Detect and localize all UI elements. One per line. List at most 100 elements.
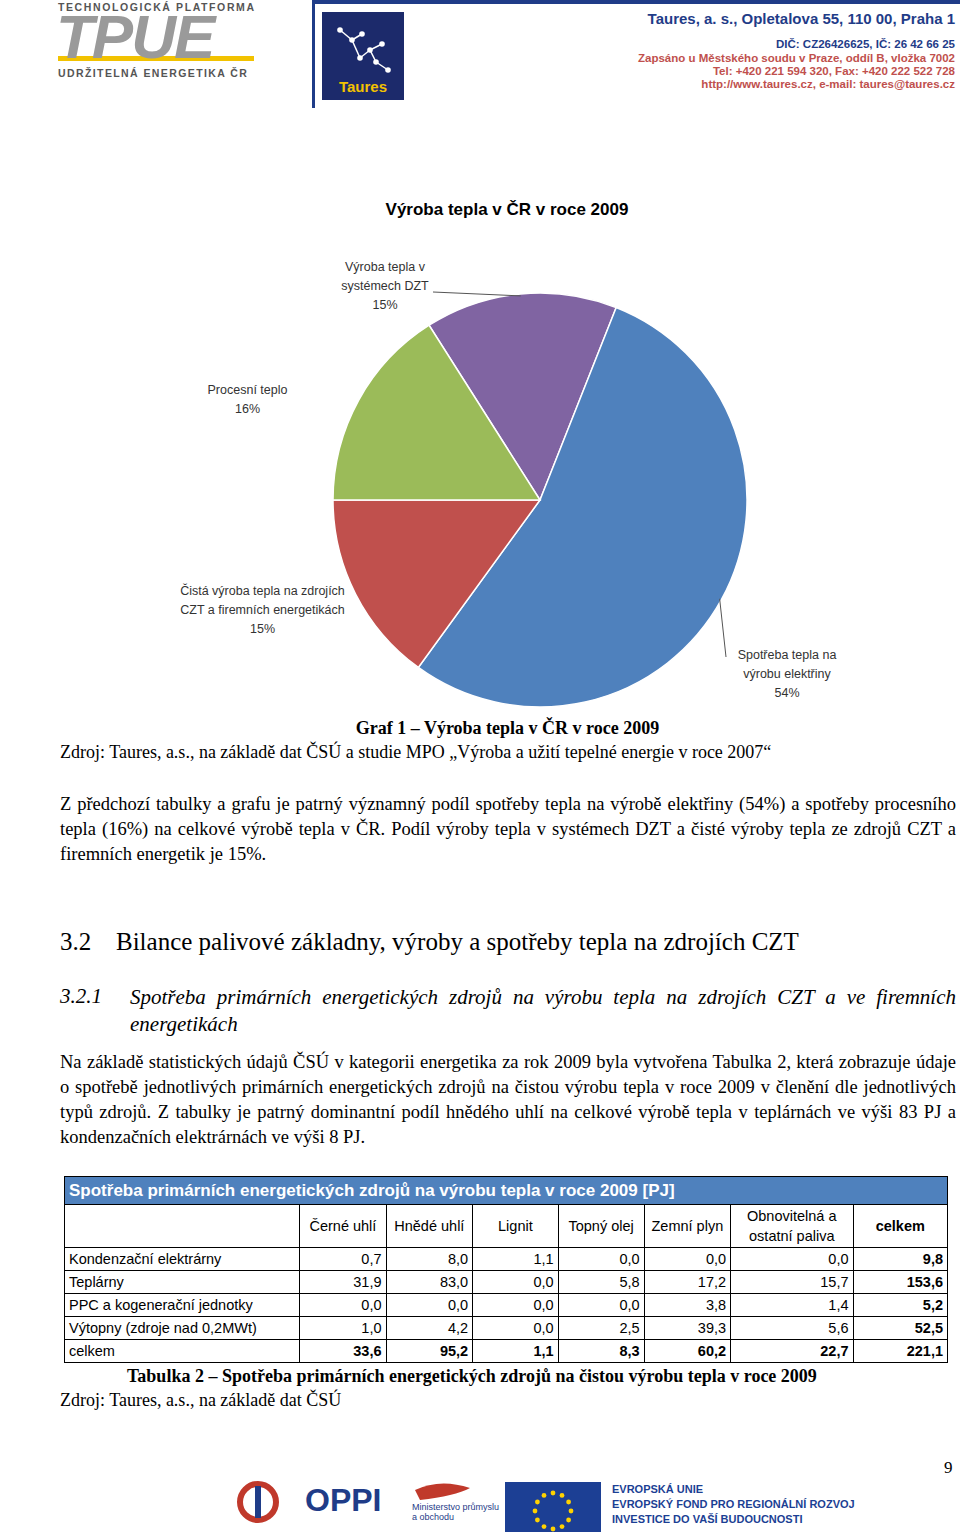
eu-star: [535, 1518, 540, 1523]
ministry-text: Ministerstvo průmyslu a obchodu: [412, 1502, 504, 1522]
table-cell: 8,0: [386, 1248, 473, 1271]
page: TECHNOLOGICKÁ PLATFORMATPUEUDRŽITELNÁ EN…: [0, 0, 960, 1532]
pie-label: Čistá výroba tepla na zdrojích CZT a fir…: [180, 582, 345, 639]
data-table: Spotřeba primárních energetických zdrojů…: [64, 1176, 948, 1363]
eu-text: INVESTICE DO VAŠÍ BUDOUCNOSTI: [612, 1513, 802, 1525]
table-cell: 0,0: [558, 1294, 644, 1317]
table-cell: 1,0: [300, 1317, 386, 1340]
table-cell: 0,0: [473, 1317, 558, 1340]
table-row: Teplárny31,983,00,05,817,215,7153,6: [65, 1271, 948, 1294]
table-column-header: Hnědé uhlí: [386, 1205, 473, 1248]
table-cell: 31,9: [300, 1271, 386, 1294]
eu-star: [551, 1527, 556, 1532]
table-cell: 95,2: [386, 1340, 473, 1363]
table-row: Výtopny (zdroje nad 0,2MWt)1,04,20,02,53…: [65, 1317, 948, 1340]
company-line: Taures, a. s., Opletalova 55, 110 00, Pr…: [648, 10, 955, 27]
constellation-star: [385, 67, 391, 73]
table-cell: 2,5: [558, 1317, 644, 1340]
eu-text: EVROPSKÝ FOND PRO REGIONÁLNÍ ROZVOJ: [612, 1498, 855, 1510]
eu-star: [535, 1500, 540, 1505]
table-cell: 0,0: [731, 1248, 853, 1271]
eu-star: [566, 1518, 571, 1523]
eu-star: [542, 1493, 547, 1498]
company-line: Zapsáno u Městského soudu v Praze, oddíl…: [638, 52, 955, 64]
table-column-header: Zemní plyn: [644, 1205, 730, 1248]
table-cell: 0,0: [386, 1294, 473, 1317]
oppi-logo-ring: [240, 1484, 276, 1520]
table-cell: 1,1: [473, 1340, 558, 1363]
table-cell: 1,1: [473, 1248, 558, 1271]
subsection-number: 3.2.1: [60, 984, 102, 1009]
ministry-swoosh: [415, 1483, 470, 1500]
taures-logo-box: [322, 12, 404, 100]
eu-star: [566, 1500, 571, 1505]
paragraph: Z předchozí tabulky a grafu je patrný vý…: [60, 792, 956, 867]
company-line: DIČ: CZ26426625, IČ: 26 42 66 25: [776, 38, 955, 50]
table-title: Spotřeba primárních energetických zdrojů…: [65, 1177, 948, 1205]
table-cell: 5,6: [731, 1317, 853, 1340]
company-line: http://www.taures.cz, e-mail: taures@tau…: [701, 78, 955, 90]
constellation-star: [359, 31, 365, 37]
eu-star: [533, 1509, 538, 1514]
table-cell: 3,8: [644, 1294, 730, 1317]
table-row: Kondenzační elektrárny0,78,01,10,00,00,0…: [65, 1248, 948, 1271]
figure-caption: Graf 1 – Výroba tepla v ČR v roce 2009: [60, 718, 955, 739]
eu-star: [542, 1524, 547, 1529]
table-cell: 8,3: [558, 1340, 644, 1363]
table-cell: 83,0: [386, 1271, 473, 1294]
pie-value-label: 15%: [180, 620, 345, 639]
eu-star: [560, 1524, 565, 1529]
pie-slice: [333, 325, 540, 500]
pie-category: Spotřeba tepla na výrobu elektřiny: [722, 646, 852, 684]
table-cell: 39,3: [644, 1317, 730, 1340]
table-cell: 52,5: [853, 1317, 948, 1340]
table-column-header: Topný olej: [558, 1205, 644, 1248]
page-number: 9: [944, 1458, 953, 1478]
constellation-line: [352, 40, 360, 58]
pie-slice: [333, 500, 540, 667]
pie-label: Spotřeba tepla na výrobu elektřiny54%: [722, 646, 852, 703]
table-cell: 0,7: [300, 1248, 386, 1271]
section-title: Bilance palivové základny, výroby a spot…: [116, 928, 799, 956]
oppi-logo-bar: [255, 1486, 261, 1518]
oppi-logo-text: OPPI: [305, 1482, 381, 1519]
table-row-label: Kondenzační elektrárny: [65, 1248, 300, 1271]
table-cell: 0,0: [473, 1294, 558, 1317]
leader-line: [720, 599, 726, 657]
pie-value-label: 15%: [325, 296, 445, 315]
constellation-star: [379, 41, 385, 47]
eu-star: [569, 1509, 574, 1514]
constellation-star: [357, 55, 363, 61]
leader-line: [433, 292, 521, 296]
table-cell: 0,0: [644, 1248, 730, 1271]
eu-flag: [505, 1482, 601, 1532]
table-cell: 22,7: [731, 1340, 853, 1363]
table-column-header: Černé uhlí: [300, 1205, 386, 1248]
chart-title: Výroba tepla v ČR v roce 2009: [300, 200, 714, 220]
table-corner: [65, 1205, 300, 1248]
table-column-header: Obnovitelná a ostatní paliva: [731, 1205, 853, 1248]
table-cell: 9,8: [853, 1248, 948, 1271]
constellation-star: [349, 37, 355, 43]
pie-value-label: 54%: [722, 684, 852, 703]
taures-logo-text: Taures: [322, 78, 404, 95]
table-row-label: Výtopny (zdroje nad 0,2MWt): [65, 1317, 300, 1340]
figure-source: Zdroj: Taures, a.s., na základě dat ČSÚ …: [60, 742, 771, 763]
table-column-header: celkem: [853, 1205, 948, 1248]
table-cell: 153,6: [853, 1271, 948, 1294]
pie-category: Výroba tepla v systémech DZT: [325, 258, 445, 296]
table-row: PPC a kogenerační jednotky0,00,00,00,03,…: [65, 1294, 948, 1317]
tpue-logo: TPUE: [56, 6, 213, 68]
constellation-star: [337, 27, 343, 33]
header-divider: [312, 4, 315, 108]
table-header-row: Černé uhlíHnědé uhlíLignitTopný olejZemn…: [65, 1205, 948, 1248]
pie-value-label: 16%: [190, 400, 305, 419]
eu-star: [551, 1491, 556, 1496]
table-row: celkem33,695,21,18,360,222,7221,1: [65, 1340, 948, 1363]
table-cell: 221,1: [853, 1340, 948, 1363]
table-cell: 5,8: [558, 1271, 644, 1294]
eu-star: [560, 1493, 565, 1498]
table-column-header: Lignit: [473, 1205, 558, 1248]
table-cell: 60,2: [644, 1340, 730, 1363]
constellation-star: [373, 59, 379, 65]
